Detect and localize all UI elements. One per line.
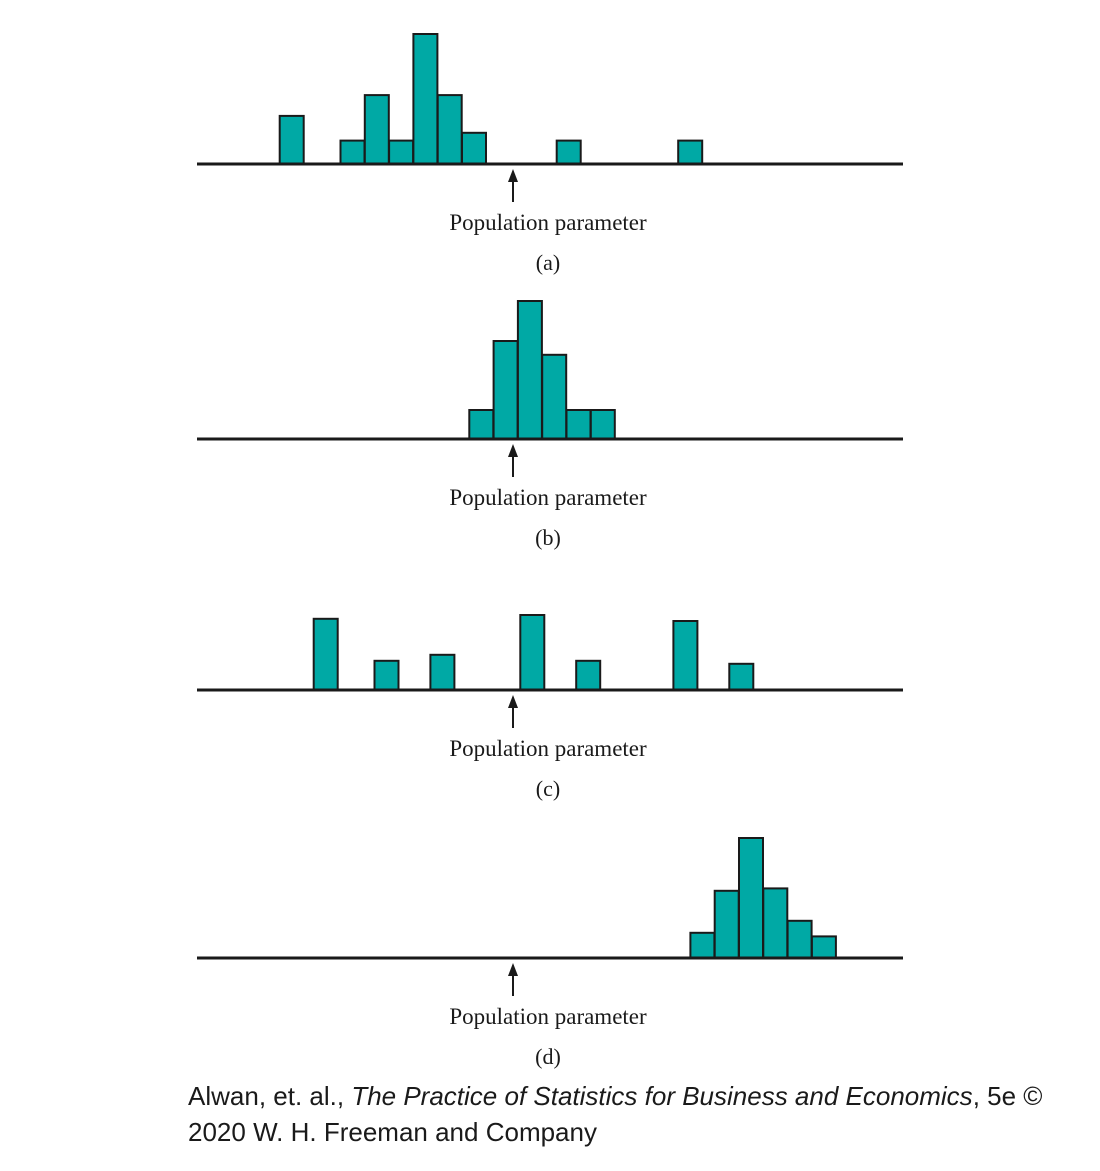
histogram-bar: [762, 887, 789, 960]
population-parameter-label: Population parameter: [449, 1004, 647, 1029]
histogram-bar: [589, 409, 616, 440]
histogram-bar: [388, 139, 415, 166]
histogram-bar: [810, 935, 837, 960]
histogram-panel-b: Population parameter (b): [197, 300, 903, 550]
histogram-bar: [312, 617, 339, 692]
population-parameter-label: Population parameter: [449, 736, 647, 761]
figure-panels: Population parameter(a)Population parame…: [197, 33, 903, 1069]
histogram-bar: [516, 300, 543, 440]
panel-label: (a): [536, 250, 560, 275]
histogram-panel-c: Population parameter (c): [197, 614, 903, 801]
histogram-panel-d: Population parameter (d): [197, 837, 903, 1069]
histogram-bar: [565, 409, 592, 440]
histogram-bar: [786, 919, 813, 959]
histogram-bar: [541, 353, 568, 440]
figure-caption: Alwan, et. al., The Practice of Statisti…: [188, 1078, 1088, 1150]
histogram-bar: [677, 139, 704, 166]
histogram-bar: [363, 94, 390, 165]
histogram-bar: [339, 139, 366, 166]
histogram-bar: [575, 659, 602, 692]
histogram-bar: [713, 889, 740, 959]
histogram-bar: [672, 620, 699, 691]
histogram-bar: [492, 340, 519, 440]
histogram-bar: [373, 659, 400, 692]
parameter-arrow-icon: [508, 169, 518, 182]
histogram-bar: [468, 409, 495, 440]
histogram-bar: [412, 33, 439, 165]
histogram-panel-a: Population parameter (a): [197, 33, 903, 275]
histogram-bar: [555, 139, 582, 166]
parameter-arrow-icon: [508, 444, 518, 457]
panel-label: (b): [535, 525, 561, 550]
histogram-bar: [728, 662, 755, 692]
histogram-bar: [278, 114, 305, 165]
parameter-arrow-icon: [508, 695, 518, 708]
histogram-bar: [738, 837, 764, 959]
panel-label: (d): [535, 1044, 561, 1069]
population-parameter-label: Population parameter: [449, 210, 647, 235]
parameter-arrow-icon: [508, 963, 518, 976]
histogram-bar: [689, 931, 716, 959]
caption-book-title: The Practice of Statistics for Business …: [351, 1081, 973, 1111]
panel-label: (c): [536, 776, 560, 801]
caption-rest: , 5e © 2020 W. H. Freeman and Company: [188, 1081, 1043, 1147]
histogram-bar: [429, 653, 456, 692]
histogram-bar: [519, 614, 546, 691]
histogram-bar: [461, 131, 487, 166]
caption-authors: Alwan, et. al.,: [188, 1081, 352, 1111]
histogram-bar: [436, 94, 463, 165]
population-parameter-label: Population parameter: [449, 485, 647, 510]
